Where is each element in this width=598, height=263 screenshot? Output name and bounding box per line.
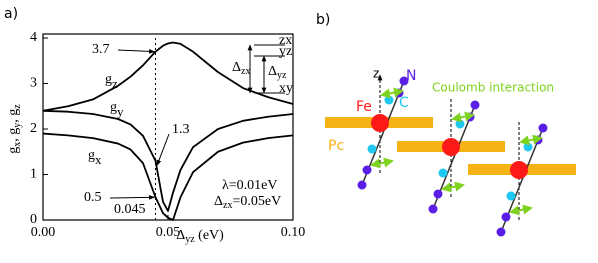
parameter-label: λ=0.01eV	[222, 178, 278, 193]
text-part: Δ	[268, 64, 277, 79]
atom	[433, 189, 443, 199]
annotation-label: 1.3	[172, 122, 190, 137]
annotation-arrow	[156, 133, 170, 166]
level-label: yz	[279, 44, 292, 59]
annotation-label: 3.7	[92, 42, 110, 57]
diagram-labels: z N Fe C Coulomb interaction Pc	[328, 67, 554, 155]
panel-label: b)	[316, 12, 330, 28]
annotation-arrow	[109, 194, 156, 200]
text-part: Δ	[232, 60, 241, 75]
gap-label: Δyz	[268, 64, 287, 81]
series-line	[42, 109, 294, 212]
y-tick-label: 1	[30, 167, 37, 182]
text-part: yz	[277, 70, 287, 81]
interaction-arrow	[380, 87, 404, 99]
diagram	[325, 74, 576, 237]
level-label: xy	[279, 81, 293, 96]
atom-label: N	[406, 68, 416, 84]
atom	[362, 165, 372, 175]
y-tick-label: 4	[30, 30, 37, 45]
atom	[523, 142, 533, 152]
text-part: (eV)	[195, 228, 224, 243]
x-tick-label: 0.05	[156, 225, 181, 240]
y-tick-label: 3	[30, 76, 37, 91]
series-line	[42, 41, 294, 112]
fe-atom	[510, 161, 528, 179]
series-line	[42, 132, 294, 221]
atom	[367, 144, 377, 154]
interaction-arrow	[519, 134, 543, 146]
atom	[438, 168, 448, 178]
interaction-arrow	[509, 204, 533, 216]
axis-label: z	[373, 67, 379, 81]
text-part: x	[12, 142, 23, 147]
atom	[455, 119, 465, 129]
interaction-arrow	[370, 157, 394, 169]
parameter-label: Δzx=0.05eV	[214, 194, 281, 211]
annotation-arrow	[117, 49, 156, 54]
text-part: λ=0.01eV	[222, 178, 278, 193]
y-tick-label: 2	[30, 121, 37, 136]
atom-label: C	[399, 95, 409, 111]
y-tick-label: 0	[30, 212, 37, 227]
atom	[428, 204, 438, 214]
atom	[384, 95, 394, 105]
atom	[506, 191, 516, 201]
text-part: Δ	[214, 194, 223, 209]
atom-label: Fe	[356, 99, 372, 115]
gap-label: Δzx	[232, 60, 250, 77]
interaction-arrow	[451, 111, 475, 123]
text-part: z	[12, 104, 23, 109]
pc-label: Pc	[328, 138, 344, 154]
x-tick-label: 0.00	[31, 225, 56, 240]
atom	[501, 212, 511, 222]
text-part: zx	[241, 66, 250, 77]
atom	[470, 100, 480, 110]
fe-atom	[442, 138, 460, 156]
fe-atom	[371, 114, 389, 132]
series-label: gx	[88, 148, 102, 167]
atom	[357, 180, 367, 190]
panel-label: a)	[4, 6, 18, 22]
text-part: g	[6, 147, 21, 154]
x-tick-label: 0.10	[281, 225, 306, 240]
level-label: zx	[279, 33, 292, 48]
series-label: gy	[110, 100, 124, 119]
atom	[538, 123, 548, 133]
text-part: zx	[223, 200, 232, 211]
text-part: Δ	[176, 228, 185, 243]
text-part: y	[12, 123, 23, 128]
atom	[399, 76, 409, 86]
interaction-label: Coulomb interaction	[432, 81, 554, 95]
x-axis-label: Δyz (eV)	[176, 228, 224, 245]
interaction-arrow	[441, 181, 465, 193]
y-axis-label: gx, gy, gz	[6, 104, 23, 154]
text-part: , g	[6, 109, 21, 123]
atom	[496, 227, 506, 237]
marker-label: 0.045	[114, 202, 146, 217]
annotation-label: 0.5	[84, 190, 102, 205]
text-part: , g	[6, 128, 21, 142]
text-part: yz	[185, 234, 195, 245]
series-label: gz	[105, 72, 118, 91]
text-part: =0.05eV	[232, 194, 281, 209]
